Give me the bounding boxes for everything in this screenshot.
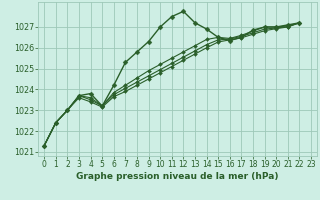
X-axis label: Graphe pression niveau de la mer (hPa): Graphe pression niveau de la mer (hPa): [76, 172, 279, 181]
